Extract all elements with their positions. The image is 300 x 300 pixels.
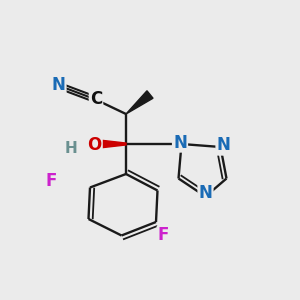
Text: N: N: [173, 134, 187, 152]
Text: F: F: [45, 172, 57, 190]
Text: N: N: [199, 184, 212, 202]
Polygon shape: [92, 139, 126, 149]
Text: O: O: [87, 136, 102, 154]
Text: F: F: [158, 226, 169, 244]
Text: H: H: [64, 141, 77, 156]
Polygon shape: [126, 91, 153, 114]
Text: N: N: [217, 136, 230, 154]
Text: N: N: [52, 76, 65, 94]
Text: C: C: [90, 90, 102, 108]
